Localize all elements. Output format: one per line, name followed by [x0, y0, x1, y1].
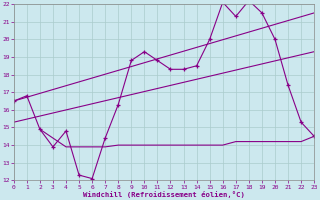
X-axis label: Windchill (Refroidissement éolien,°C): Windchill (Refroidissement éolien,°C) [83, 191, 245, 198]
